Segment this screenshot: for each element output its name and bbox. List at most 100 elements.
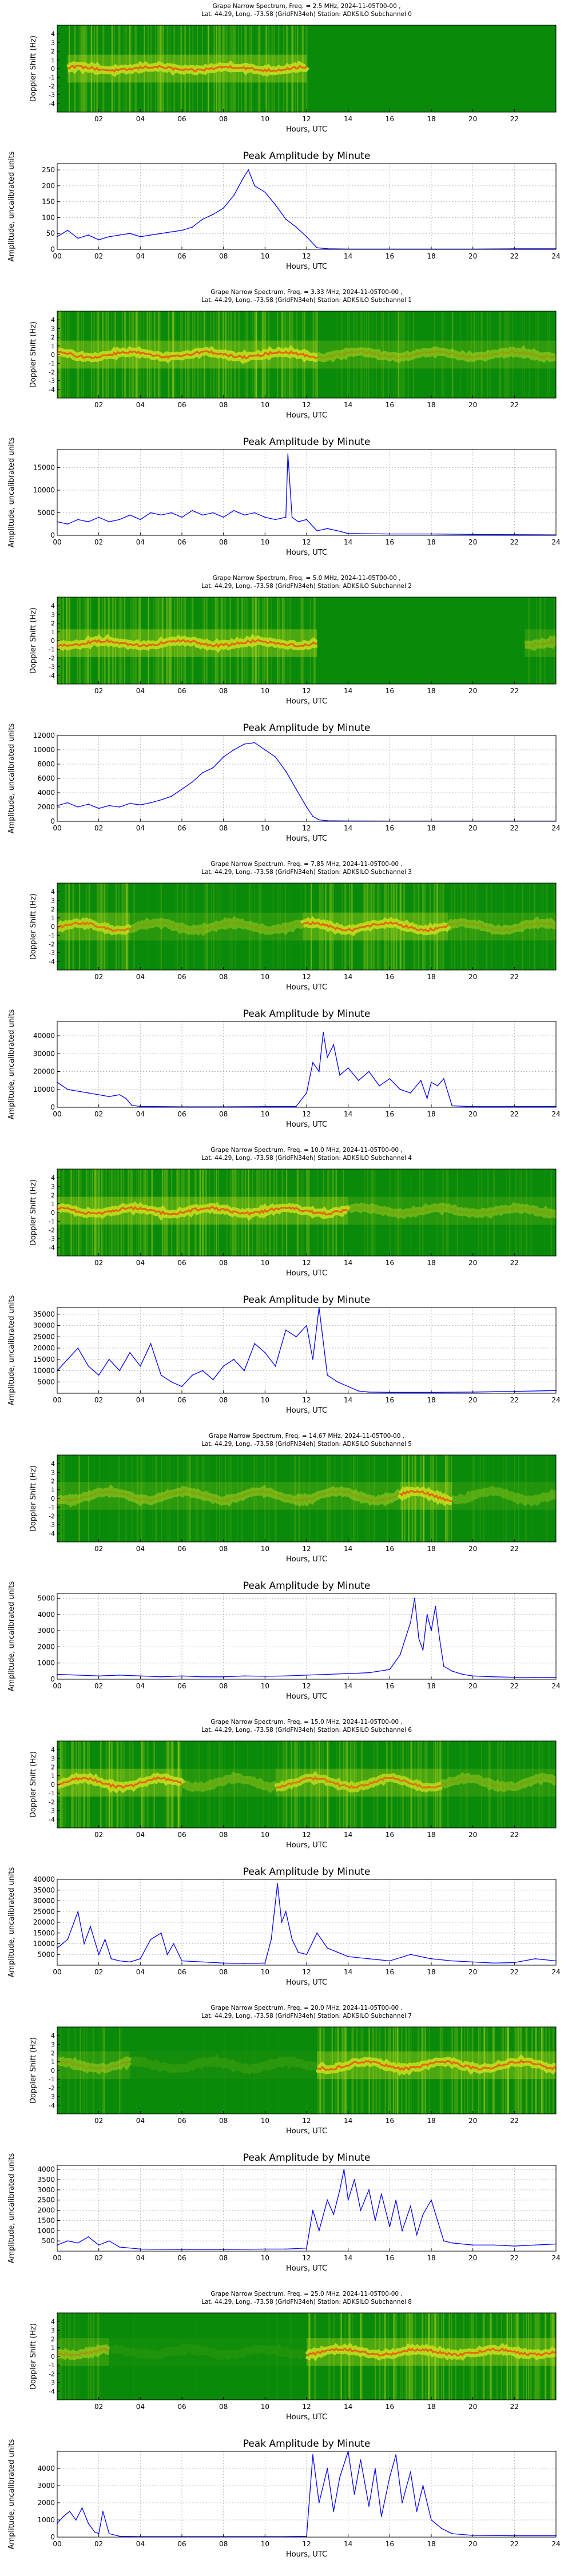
spectrogram-streak (390, 1741, 392, 1828)
data-point (410, 1954, 411, 1955)
spectrogram-streak (420, 1455, 422, 1542)
spectrogram-streak (347, 311, 349, 398)
data-point (181, 229, 182, 231)
spectrogram-streak (455, 2027, 456, 2114)
x-tick-label: 14 (344, 1682, 352, 1690)
spectrogram-streak (153, 1741, 155, 1828)
data-point (337, 1951, 339, 1953)
spectrogram-streak (256, 1455, 257, 1542)
spectrogram-streak (207, 1741, 209, 1828)
spectrogram-streak (447, 1741, 449, 1828)
spectrogram-band (449, 1485, 556, 1507)
y-tick-label: -3 (49, 663, 55, 671)
x-tick-label: 08 (219, 687, 228, 695)
spectrogram-streak (514, 1455, 515, 1542)
chart-title: Peak Amplitude by Minute (243, 722, 371, 734)
data-point (389, 1078, 391, 1079)
spectrogram-streak (352, 1455, 355, 1542)
x-tick-label: 06 (177, 401, 186, 409)
x-tick-label: 14 (344, 1110, 352, 1118)
y-tick-label: 4 (51, 316, 55, 324)
y-tick-label: -3 (49, 92, 55, 99)
y-axis-label: Amplitude, uncalibrated units (7, 2439, 16, 2549)
spectrogram-trace (67, 65, 308, 73)
data-point (104, 1939, 106, 1940)
x-tick-label: 18 (427, 687, 435, 695)
data-point (327, 528, 328, 530)
x-tick-label: 10 (261, 252, 269, 260)
data-point (337, 1381, 339, 1383)
y-axis-label: Doppler Shift (Hz) (29, 321, 38, 388)
spectrogram-streak (69, 597, 71, 684)
spectrogram-glow (57, 2051, 130, 2080)
x-tick-label: 04 (136, 401, 145, 409)
spectrogram-streak (376, 2027, 378, 2114)
spectrogram-streak (535, 2027, 537, 2114)
spectrogram-streak (88, 1455, 89, 1542)
spectrogram-streak (506, 1455, 507, 1542)
spectrogram-streak (310, 1741, 312, 1828)
data-point (306, 1675, 307, 1676)
spectrogram-streak (185, 883, 187, 970)
y-tick-label: 5000 (37, 1594, 55, 1602)
data-point (316, 530, 318, 532)
spectrogram-band (446, 916, 556, 935)
spectrogram-streak (372, 1169, 374, 1256)
x-tick-label: 20 (468, 824, 477, 832)
data-point (285, 1329, 287, 1331)
spectrogram-streak (375, 2027, 376, 2114)
data-point (472, 1961, 474, 1963)
x-axis-label: Hours, UTC (286, 697, 327, 706)
spectrogram-glow (57, 1482, 400, 1510)
amplitude-chart-5: Peak Amplitude by Minute 00 02 04 06 08 10 12 14… (7, 1580, 561, 1701)
spectrogram-streak (264, 1455, 266, 1542)
spectrogram-streak (219, 1455, 220, 1542)
spectrogram-streak (548, 1741, 550, 1828)
spectrogram-band (345, 1202, 556, 1220)
x-tick-label: 14 (344, 973, 352, 981)
spectrogram-streak (196, 1741, 197, 1828)
data-point (202, 1676, 204, 1677)
spectrogram-streak (372, 2027, 374, 2114)
data-point (380, 2516, 382, 2517)
y-tick-label: -2 (49, 1512, 55, 1520)
spectrogram-streak (234, 1741, 236, 1828)
x-tick-label: 14 (344, 115, 352, 123)
spectrogram-streak (474, 1455, 475, 1542)
x-tick-label: 12 (302, 115, 311, 123)
y-tick-label: 0 (51, 2353, 55, 2360)
x-tick-label: 14 (344, 1259, 352, 1267)
spectrogram-streak (193, 883, 195, 970)
spectrogram-streak (395, 1169, 397, 1256)
x-tick-label: 02 (94, 1259, 103, 1267)
x-tick-label: 06 (177, 1110, 186, 1118)
x-tick-label: 18 (427, 538, 435, 546)
spectrogram-streak (161, 1455, 162, 1542)
data-point (63, 2516, 64, 2517)
data-point (472, 1675, 474, 1677)
spectrogram-streak (467, 1741, 468, 1828)
x-tick-label: 08 (219, 1968, 228, 1976)
data-point (431, 1958, 432, 1959)
x-tick-label: 18 (427, 1396, 435, 1404)
y-tick-label: 2 (51, 334, 55, 341)
x-tick-label: 22 (510, 538, 519, 546)
x-tick-label: 06 (177, 973, 186, 981)
data-point (375, 2220, 376, 2221)
y-tick-label: -2 (49, 2370, 55, 2378)
spectrogram-streak (483, 2313, 485, 2400)
spectrogram-streak (530, 1169, 531, 1256)
spectrogram-streak (496, 1741, 499, 1828)
x-tick-label: 02 (94, 538, 103, 546)
amplitude-chart-6: Peak Amplitude by Minute 00 02 04 06 08 10 12 14… (7, 1866, 561, 1987)
spectrogram-streak (72, 1741, 73, 1828)
data-point (291, 1939, 293, 1940)
data-point (306, 1092, 307, 1094)
spectrogram-streak (474, 311, 475, 398)
y-tick-label: 3500 (37, 2176, 55, 2184)
spectrogram-streak (81, 2027, 84, 2114)
data-point (77, 806, 79, 808)
spectrogram-streak (487, 2313, 488, 2400)
spectrogram-streak (526, 2027, 528, 2114)
spectrogram-streak (521, 1169, 522, 1256)
